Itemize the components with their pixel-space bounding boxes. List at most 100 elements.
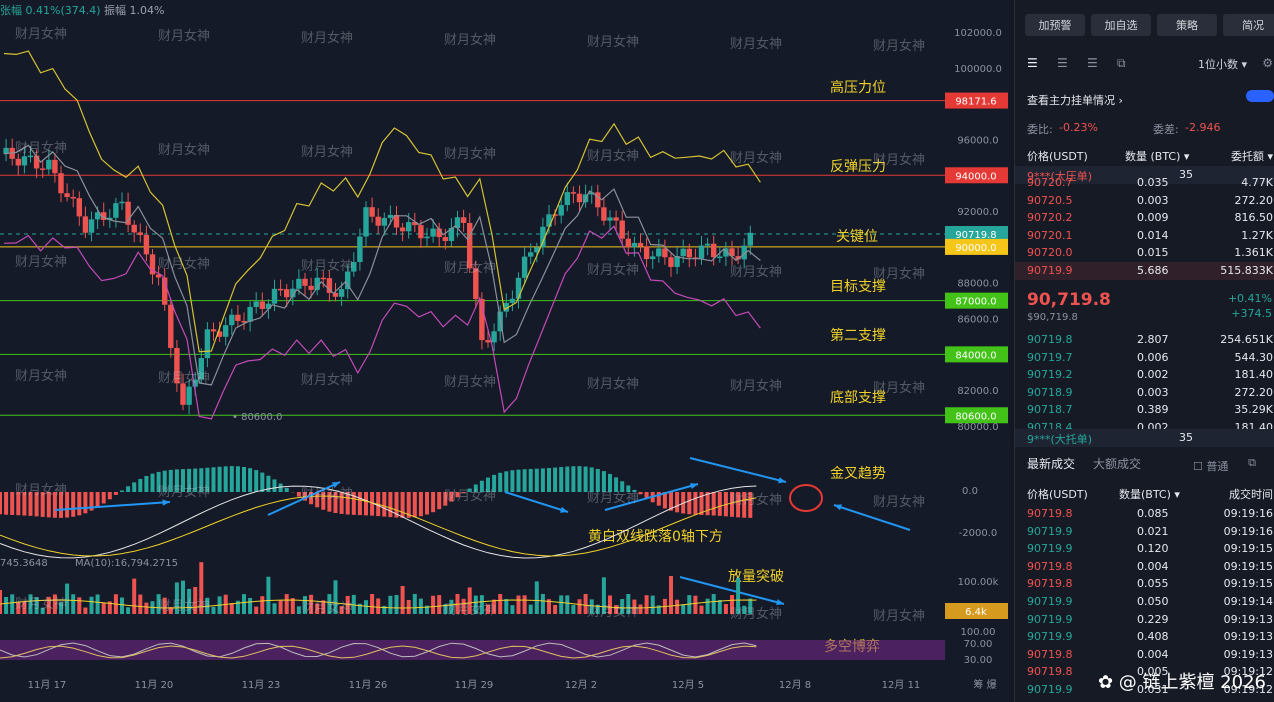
bid-row[interactable]: 90718.9 0.003 272.20 xyxy=(1015,384,1274,402)
ask-row[interactable]: 90720.2 0.009 816.50 xyxy=(1015,209,1274,227)
bid-row[interactable]: 90718.7 0.389 35.29K xyxy=(1015,401,1274,419)
macd-bar xyxy=(479,480,484,492)
diff-value: -2.946 xyxy=(1185,121,1221,134)
macd-bar xyxy=(388,492,393,518)
overview-button[interactable]: 简况 xyxy=(1223,14,1274,36)
trade-qty-header[interactable]: 数量(BTC) ▾ xyxy=(1119,488,1180,501)
candle xyxy=(369,207,375,217)
big-ask-count: 35 xyxy=(1179,168,1193,181)
volume-bar xyxy=(547,599,551,614)
macd-bar xyxy=(83,492,88,514)
trade-qty: 0.021 xyxy=(1137,524,1169,538)
amount-header[interactable]: 委托额 ▾ xyxy=(1230,150,1273,163)
candle xyxy=(430,228,436,237)
macd-bar xyxy=(486,477,490,492)
ask-row[interactable]: 90719.9 5.686 515.833K xyxy=(1015,262,1274,280)
candle xyxy=(521,256,528,278)
trade-row[interactable]: 90719.9 0.408 09:19:13 xyxy=(1015,628,1274,646)
ask-price: 90720.1 xyxy=(1027,228,1073,242)
macd-bar xyxy=(528,468,533,492)
ask-qty: 5.686 xyxy=(1137,264,1169,277)
candlestick-chart[interactable]: 98171.6 94000.0 90719.8 90000.0 87000.0 84000… xyxy=(0,0,1010,702)
alert-button[interactable]: 加预警 xyxy=(1025,14,1085,36)
watermark-text: 财月女神 xyxy=(444,602,496,618)
watermark-text: 财月女神 xyxy=(730,150,782,166)
volume-bar xyxy=(589,599,594,614)
volume-bar xyxy=(16,602,21,614)
strategy-button[interactable]: 策略 xyxy=(1157,14,1217,36)
candle xyxy=(412,222,418,226)
candle xyxy=(674,256,680,267)
chart-area[interactable]: 98171.6 94000.0 90719.8 90000.0 87000.0 84000… xyxy=(0,0,1010,702)
candle xyxy=(528,252,534,257)
both-sides-icon[interactable]: ☰ xyxy=(1027,56,1038,70)
trade-row[interactable]: 90719.8 0.004 09:19:13 xyxy=(1015,646,1274,664)
candle xyxy=(162,277,168,305)
depth-icon[interactable]: ⧉ xyxy=(1117,56,1126,70)
arrow-macd-3 xyxy=(504,491,569,513)
volume-axis-max: 100.00k xyxy=(958,577,999,588)
price-tag-label: 84000.0 xyxy=(955,350,996,361)
bids-only-icon[interactable]: ☰ xyxy=(1057,56,1068,70)
trade-row[interactable]: 90719.9 0.229 09:19:13 xyxy=(1015,611,1274,629)
orderbook-link[interactable]: 查看主力挂单情况 › xyxy=(1027,94,1123,107)
tab-large-trades[interactable]: 大额成交 xyxy=(1093,457,1142,471)
trade-qty: 0.004 xyxy=(1137,647,1169,661)
macd-dea-line xyxy=(0,495,757,557)
candle xyxy=(515,277,522,299)
trade-row[interactable]: 90719.8 0.055 09:19:15 xyxy=(1015,575,1274,593)
candle xyxy=(15,158,21,166)
macd-bar xyxy=(577,466,582,492)
ask-row[interactable]: 90720.1 0.014 1.27K xyxy=(1015,227,1274,245)
filter-icon[interactable]: ⧉ xyxy=(1248,456,1256,469)
trade-row[interactable]: 90719.8 0.085 09:19:16 xyxy=(1015,505,1274,523)
macd-bar xyxy=(705,492,710,516)
osc-line-1 xyxy=(0,642,757,658)
bid-row[interactable]: 90719.8 2.807 254.651K xyxy=(1015,331,1274,349)
volume-bar xyxy=(473,595,478,614)
asks-only-icon[interactable]: ☰ xyxy=(1087,56,1098,70)
trade-row[interactable]: 90719.8 0.004 09:19:15 xyxy=(1015,558,1274,576)
candle xyxy=(619,220,625,239)
macd-bar xyxy=(370,492,375,516)
volume-bar xyxy=(95,594,100,614)
candle xyxy=(33,155,40,169)
volume-bar xyxy=(132,578,137,614)
trade-row[interactable]: 90719.9 0.021 09:19:16 xyxy=(1015,523,1274,541)
ask-row[interactable]: 90720.7 0.035 4.77K xyxy=(1015,174,1274,192)
volume-bar xyxy=(553,604,558,614)
date-label: 11月 29 xyxy=(455,679,494,691)
macd-bar xyxy=(608,473,612,492)
ask-price: 90720.2 xyxy=(1027,211,1073,225)
watchlist-button[interactable]: 加自选 xyxy=(1091,14,1151,36)
volume-bar xyxy=(370,594,375,614)
qty-header[interactable]: 数量 (BTC) ▾ xyxy=(1125,150,1190,163)
bid-price: 90718.7 xyxy=(1027,403,1073,417)
macd-bar xyxy=(693,492,698,515)
normal-checkbox[interactable]: ☐ 普通 xyxy=(1193,460,1229,473)
trade-row[interactable]: 90719.9 0.120 09:19:15 xyxy=(1015,540,1274,558)
volume-bar xyxy=(644,595,649,614)
ask-row[interactable]: 90720.5 0.003 272.20 xyxy=(1015,192,1274,210)
candle xyxy=(82,216,89,233)
trade-row[interactable]: 90719.9 0.031 09:19:12 xyxy=(1015,681,1274,699)
tab-latest-trades[interactable]: 最新成交 xyxy=(1027,457,1076,471)
watermark-text: 财月女神 xyxy=(730,606,782,622)
decimal-select[interactable]: 1位小数 ▾ xyxy=(1197,58,1247,71)
bid-row[interactable]: 90719.2 0.002 181.40 xyxy=(1015,366,1274,384)
candle xyxy=(277,288,284,291)
trade-row[interactable]: 90719.8 0.005 09:19:12 xyxy=(1015,663,1274,681)
bid-row[interactable]: 90719.7 0.006 544.30 xyxy=(1015,349,1274,367)
arrow-volume-head xyxy=(776,599,784,606)
macd-bar xyxy=(77,492,82,516)
ask-row[interactable]: 90720.0 0.015 1.361K xyxy=(1015,244,1274,262)
trade-row[interactable]: 90719.9 0.050 09:19:14 xyxy=(1015,593,1274,611)
volume-bar xyxy=(254,606,259,614)
settings-icon[interactable]: ⚙ xyxy=(1262,56,1273,70)
price-axis-label: 86000.0 xyxy=(957,315,998,326)
trade-qty: 0.050 xyxy=(1137,595,1169,608)
watermark-text: 财月女神 xyxy=(444,260,496,276)
arrow-macd-4 xyxy=(604,483,699,511)
orderbook-toggle[interactable] xyxy=(1246,90,1274,102)
watermark-text: 财月女神 xyxy=(587,376,639,392)
